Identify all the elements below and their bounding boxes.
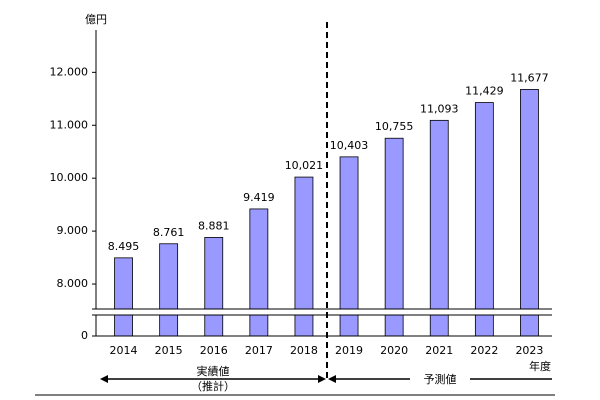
- x-tick-label: 2023: [515, 344, 543, 357]
- y-tick-label: 10.000: [50, 171, 89, 184]
- bar: [159, 243, 179, 337]
- period-arrows: [100, 375, 552, 383]
- x-tick-label: 2018: [290, 344, 318, 357]
- x-tick-label: 2019: [335, 344, 363, 357]
- y-tick-label: 11.000: [50, 118, 89, 131]
- y-tick-label: 9.000: [57, 224, 89, 237]
- value-label: 10,021: [285, 159, 324, 172]
- bar: [520, 89, 539, 337]
- value-label: 10,403: [330, 139, 369, 152]
- y-tick-label: 8.000: [57, 277, 89, 290]
- bar: [249, 208, 269, 337]
- value-label: 11,093: [420, 102, 459, 115]
- bar: [114, 257, 133, 337]
- value-label: 8.761: [153, 226, 185, 239]
- x-tick-label: 2016: [200, 344, 228, 357]
- bar: [384, 137, 404, 337]
- x-tick-label: 2020: [380, 344, 408, 357]
- value-label: 8.881: [198, 219, 230, 232]
- value-label: 11,429: [465, 85, 504, 98]
- x-tick-label: 2022: [470, 344, 498, 357]
- x-tick-label: 2021: [425, 344, 453, 357]
- bar: [429, 119, 449, 337]
- value-label: 10,755: [375, 120, 414, 133]
- value-label: 9.419: [243, 191, 275, 204]
- bar: [204, 237, 224, 337]
- y-tick-label: 12.000: [50, 65, 89, 78]
- period-label: 予測値: [424, 372, 457, 386]
- value-label: 8.495: [108, 240, 140, 253]
- period-label: 実績値: [197, 364, 230, 378]
- value-label: 11,677: [510, 71, 549, 84]
- y-tick-label: 0: [81, 329, 88, 342]
- x-tick-label: 2017: [245, 344, 273, 357]
- unit-label: 億円: [85, 13, 107, 26]
- period-sublabel: （推計）: [191, 379, 235, 393]
- axis-break: [92, 309, 552, 315]
- x-tick-label: 2015: [155, 344, 183, 357]
- x-tick-label: 2014: [110, 344, 138, 357]
- bar: [474, 102, 494, 337]
- x-axis-label: 年度: [529, 359, 551, 373]
